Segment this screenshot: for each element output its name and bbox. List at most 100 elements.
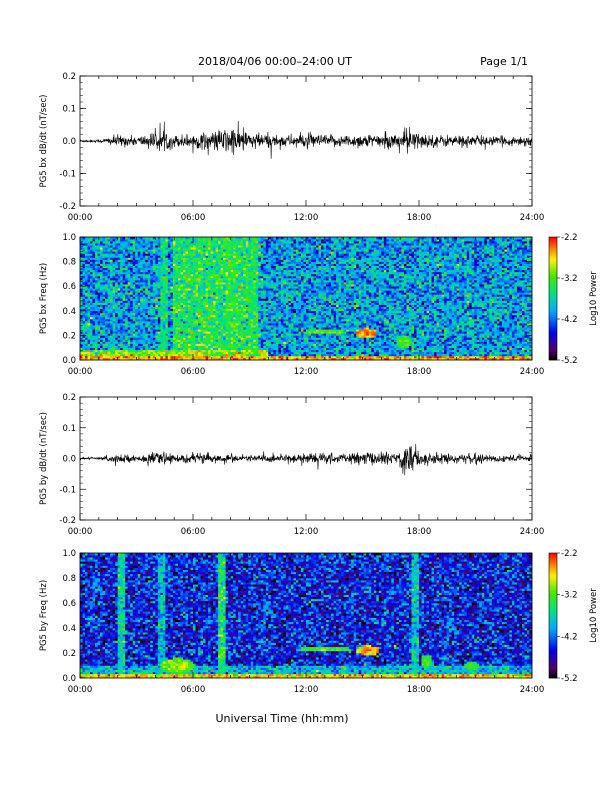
spectrogram-cell	[105, 243, 108, 245]
spectrogram-cell	[150, 266, 153, 268]
spectrogram-cell	[133, 239, 136, 241]
spectrogram-cell	[83, 292, 86, 294]
spectrogram-cell	[118, 243, 121, 245]
spectrogram-cell	[150, 264, 153, 266]
spectrogram-cell	[130, 321, 133, 323]
spectrogram-cell	[145, 280, 148, 282]
spectrogram-cell	[143, 325, 146, 327]
spectrogram-cell	[158, 352, 161, 354]
spectrogram-cell	[93, 239, 96, 241]
spectrogram-cell	[143, 333, 146, 335]
spectrogram-cell	[143, 335, 146, 337]
spectrogram-cell	[108, 258, 111, 260]
spectrogram-cell	[148, 303, 151, 305]
spectrogram-cell	[148, 266, 151, 268]
spectrogram-cell	[98, 317, 101, 319]
spectrogram-cell	[135, 245, 138, 247]
spectrogram-cell	[135, 255, 138, 257]
spectrogram-cell	[118, 313, 121, 315]
spectrogram-cell	[93, 327, 96, 329]
spectrogram-cell	[100, 274, 103, 276]
spectrogram-cell	[148, 294, 151, 296]
spectrogram-cell	[88, 276, 91, 278]
spectrogram-cell	[115, 331, 118, 333]
spectrogram-cell	[160, 305, 163, 307]
spectrogram-cell	[145, 303, 148, 305]
spectrogram-cell	[150, 288, 153, 290]
spectrogram-cell	[138, 294, 141, 296]
spectrogram-cell	[155, 268, 158, 270]
spectrogram-cell	[105, 292, 108, 294]
spectrogram-cell	[153, 286, 156, 288]
spectrogram-cell	[150, 296, 153, 298]
spectrogram-cell	[158, 288, 161, 290]
spectrogram-cell	[148, 344, 151, 346]
spectrogram-cell	[153, 333, 156, 335]
spectrogram-cell	[130, 245, 133, 247]
spectrogram-cell	[153, 354, 156, 356]
spectrogram-cell	[155, 319, 158, 321]
spectrogram-cell	[80, 313, 83, 315]
spectrogram-cell	[133, 264, 136, 266]
spectrogram-cell	[123, 350, 126, 352]
spectrogram-cell	[125, 346, 128, 348]
spectrogram-cell	[135, 342, 138, 344]
spectrogram-cell	[105, 278, 108, 280]
spectrogram-cell	[135, 331, 138, 333]
spectrogram-cell	[138, 282, 141, 284]
spectrogram-cell	[155, 315, 158, 317]
spectrogram-cell	[93, 296, 96, 298]
spectrogram-cell	[148, 311, 151, 313]
spectrogram-cell	[145, 348, 148, 350]
spectrogram-cell	[93, 299, 96, 301]
spectrogram-cell	[120, 296, 123, 298]
spectrogram-cell	[123, 268, 126, 270]
spectrogram-cell	[155, 333, 158, 335]
spectrogram-cell	[143, 262, 146, 264]
spectrogram-cell	[123, 305, 126, 307]
spectrogram-cell	[120, 258, 123, 260]
spectrogram-cell	[125, 299, 128, 301]
spectrogram-cell	[133, 313, 136, 315]
spectrogram-cell	[140, 352, 143, 354]
spectrogram-cell	[123, 315, 126, 317]
spectrogram-cell	[158, 327, 161, 329]
spectrogram-cell	[125, 288, 128, 290]
spectrogram-cell	[103, 354, 106, 356]
spectrogram-cell	[118, 294, 121, 296]
spectrogram-cell	[80, 337, 83, 339]
spectrogram-cell	[93, 354, 96, 356]
spectrogram-cell	[150, 344, 153, 346]
spectrogram-cell	[148, 278, 151, 280]
spectrogram-cell	[85, 262, 88, 264]
spectrogram-cell	[93, 323, 96, 325]
spectrogram-cell	[88, 266, 91, 268]
spectrogram-cell	[158, 249, 161, 251]
spectrogram-cell	[133, 329, 136, 331]
spectrogram-cell	[83, 321, 86, 323]
spectrogram-cell	[133, 344, 136, 346]
spectrogram-cell	[150, 258, 153, 260]
spectrogram-cell	[80, 249, 83, 251]
spectrogram-cell	[130, 282, 133, 284]
spectrogram-cell	[103, 268, 106, 270]
spectrogram-cell	[153, 243, 156, 245]
spectrogram-cell	[90, 253, 93, 255]
spectrogram-cell	[105, 296, 108, 298]
spectrogram-cell	[145, 344, 148, 346]
spectrogram-cell	[155, 340, 158, 342]
spectrogram-cell	[130, 262, 133, 264]
spectrogram-cell	[105, 276, 108, 278]
spectrogram-cell	[148, 243, 151, 245]
spectrogram-cell	[83, 282, 86, 284]
spectrogram-cell	[140, 251, 143, 253]
spectrogram-cell	[115, 243, 118, 245]
spectrogram-cell	[93, 301, 96, 303]
spectrogram-cell	[130, 286, 133, 288]
spectrogram-cell	[125, 350, 128, 352]
spectrogram-cell	[128, 335, 131, 337]
spectrogram-cell	[143, 315, 146, 317]
spectrogram-cell	[88, 344, 91, 346]
spectrogram-cell	[113, 239, 116, 241]
spectrogram-cell	[90, 299, 93, 301]
